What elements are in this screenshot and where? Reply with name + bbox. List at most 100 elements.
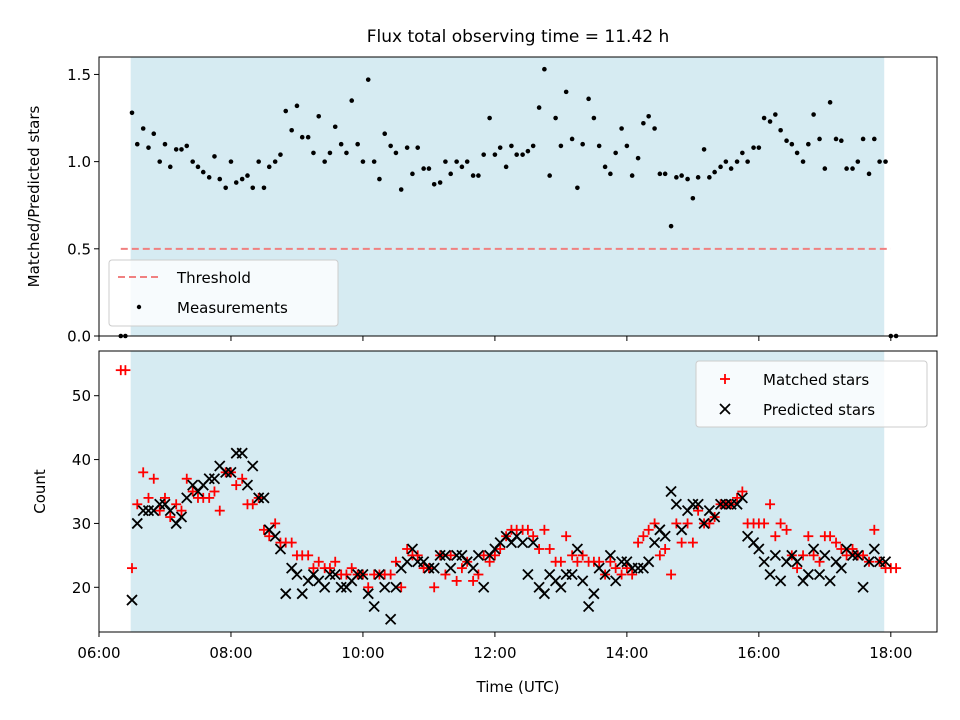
measurement-point — [151, 131, 157, 137]
matched-star-marker — [836, 543, 847, 554]
measurement-point — [662, 171, 668, 177]
matched-star-marker — [341, 569, 352, 580]
measurement-point — [476, 173, 481, 178]
predicted-star-marker — [203, 473, 215, 485]
predicted-star-marker — [335, 581, 347, 593]
measurement-point — [245, 173, 250, 178]
matched-star-marker — [666, 569, 677, 580]
measurement-point — [569, 136, 575, 142]
matched-star-marker — [473, 569, 484, 580]
measurement-point — [278, 152, 283, 157]
y-tick-label: 20 — [72, 579, 91, 597]
measurement-point — [822, 166, 828, 171]
x-tick-label: 08:00 — [209, 644, 252, 662]
matched-star-marker — [759, 518, 770, 529]
matched-star-marker — [396, 582, 407, 593]
matched-star-marker — [660, 543, 671, 554]
measurement-point — [509, 143, 514, 149]
predicted-star-marker — [390, 581, 402, 593]
matched-star-marker — [214, 505, 225, 516]
predicted-star-marker — [769, 549, 781, 562]
measurement-point — [701, 147, 707, 152]
predicted-star-marker — [208, 473, 221, 485]
measurement-point — [410, 171, 415, 177]
measurement-point — [344, 150, 349, 156]
matched-star-marker — [616, 569, 627, 580]
measurement-point — [360, 159, 366, 164]
predicted-star-marker — [131, 517, 143, 530]
measurement-point — [382, 131, 388, 137]
count-x-ticks: 06:00 08:00 10:00 12:00 14:00 16:00 18:00 — [77, 632, 912, 662]
measurement-point — [311, 150, 316, 156]
matched-star-marker — [831, 537, 842, 548]
predicted-star-marker — [467, 562, 479, 574]
matched-star-marker — [468, 575, 479, 586]
predicted-star-marker — [708, 511, 721, 523]
matched-star-marker — [148, 473, 159, 484]
count-legend: Matched stars Predicted stars — [695, 360, 928, 428]
measurement-point — [789, 141, 795, 147]
measurement-point — [316, 113, 322, 119]
predicted-star-marker — [824, 575, 836, 587]
predicted-star-marker — [868, 543, 880, 555]
predicted-star-marker — [137, 505, 149, 517]
matched-star-marker — [247, 499, 258, 510]
measurement-point — [388, 143, 393, 149]
measurement-point — [146, 145, 151, 150]
measurement-point — [443, 159, 448, 164]
matched-star-marker — [324, 563, 335, 574]
measurement-point — [679, 173, 684, 178]
predicted-star-marker — [665, 485, 677, 498]
predicted-star-marker — [385, 613, 397, 625]
measurement-point — [751, 145, 756, 150]
measurement-point — [239, 176, 245, 182]
measurement-point — [563, 89, 569, 95]
predicted-star-marker — [241, 479, 254, 491]
predicted-star-marker — [736, 492, 748, 504]
matched-star-marker — [132, 499, 143, 510]
predicted-star-marker — [659, 530, 671, 542]
measurement-point — [646, 113, 651, 119]
measurement-point — [157, 159, 163, 164]
matched-star-marker — [451, 575, 462, 586]
matched-star-marker — [159, 492, 170, 503]
matched-star-marker — [385, 569, 396, 580]
measurement-point — [674, 175, 679, 180]
measurement-point — [338, 141, 344, 147]
measurement-point — [530, 143, 536, 149]
measurement-point — [294, 103, 300, 109]
matched-star-marker — [308, 563, 319, 574]
ratio-legend: Threshold Measurements — [108, 259, 339, 327]
predicted-star-marker — [269, 530, 281, 542]
y-tick-label: 0.5 — [67, 240, 91, 258]
measurement-point — [668, 223, 674, 229]
measurement-point — [162, 141, 168, 147]
predicted-star-marker — [599, 568, 611, 581]
matched-star-marker — [858, 550, 869, 561]
matched-star-marker — [638, 531, 649, 542]
measurement-point — [602, 164, 608, 170]
predicted-star-marker — [516, 536, 529, 549]
measurement-point — [794, 150, 800, 156]
measurement-point — [173, 147, 179, 152]
measurement-point — [833, 136, 839, 142]
matched-star-marker — [264, 531, 275, 542]
matched-star-marker — [814, 556, 825, 567]
predicted-star-marker — [857, 581, 869, 593]
matched-star-marker — [429, 582, 440, 593]
predicted-star-marker — [758, 556, 770, 568]
measurement-point — [426, 166, 432, 171]
matched-star-marker — [737, 486, 748, 497]
measurement-point — [415, 145, 421, 150]
predicted-star-marker — [571, 543, 584, 555]
count-y-axis-label: Count — [31, 469, 49, 514]
matched-star-marker — [126, 563, 137, 574]
legend-predicted-label: Predicted stars — [763, 401, 875, 419]
measurement-point — [459, 164, 465, 170]
predicted-star-marker — [879, 556, 892, 568]
ratio-legend-box — [108, 259, 339, 327]
predicted-star-marker — [373, 568, 386, 581]
matched-star-marker — [704, 518, 715, 529]
measurement-point — [635, 155, 641, 161]
matched-star-marker — [138, 467, 149, 478]
